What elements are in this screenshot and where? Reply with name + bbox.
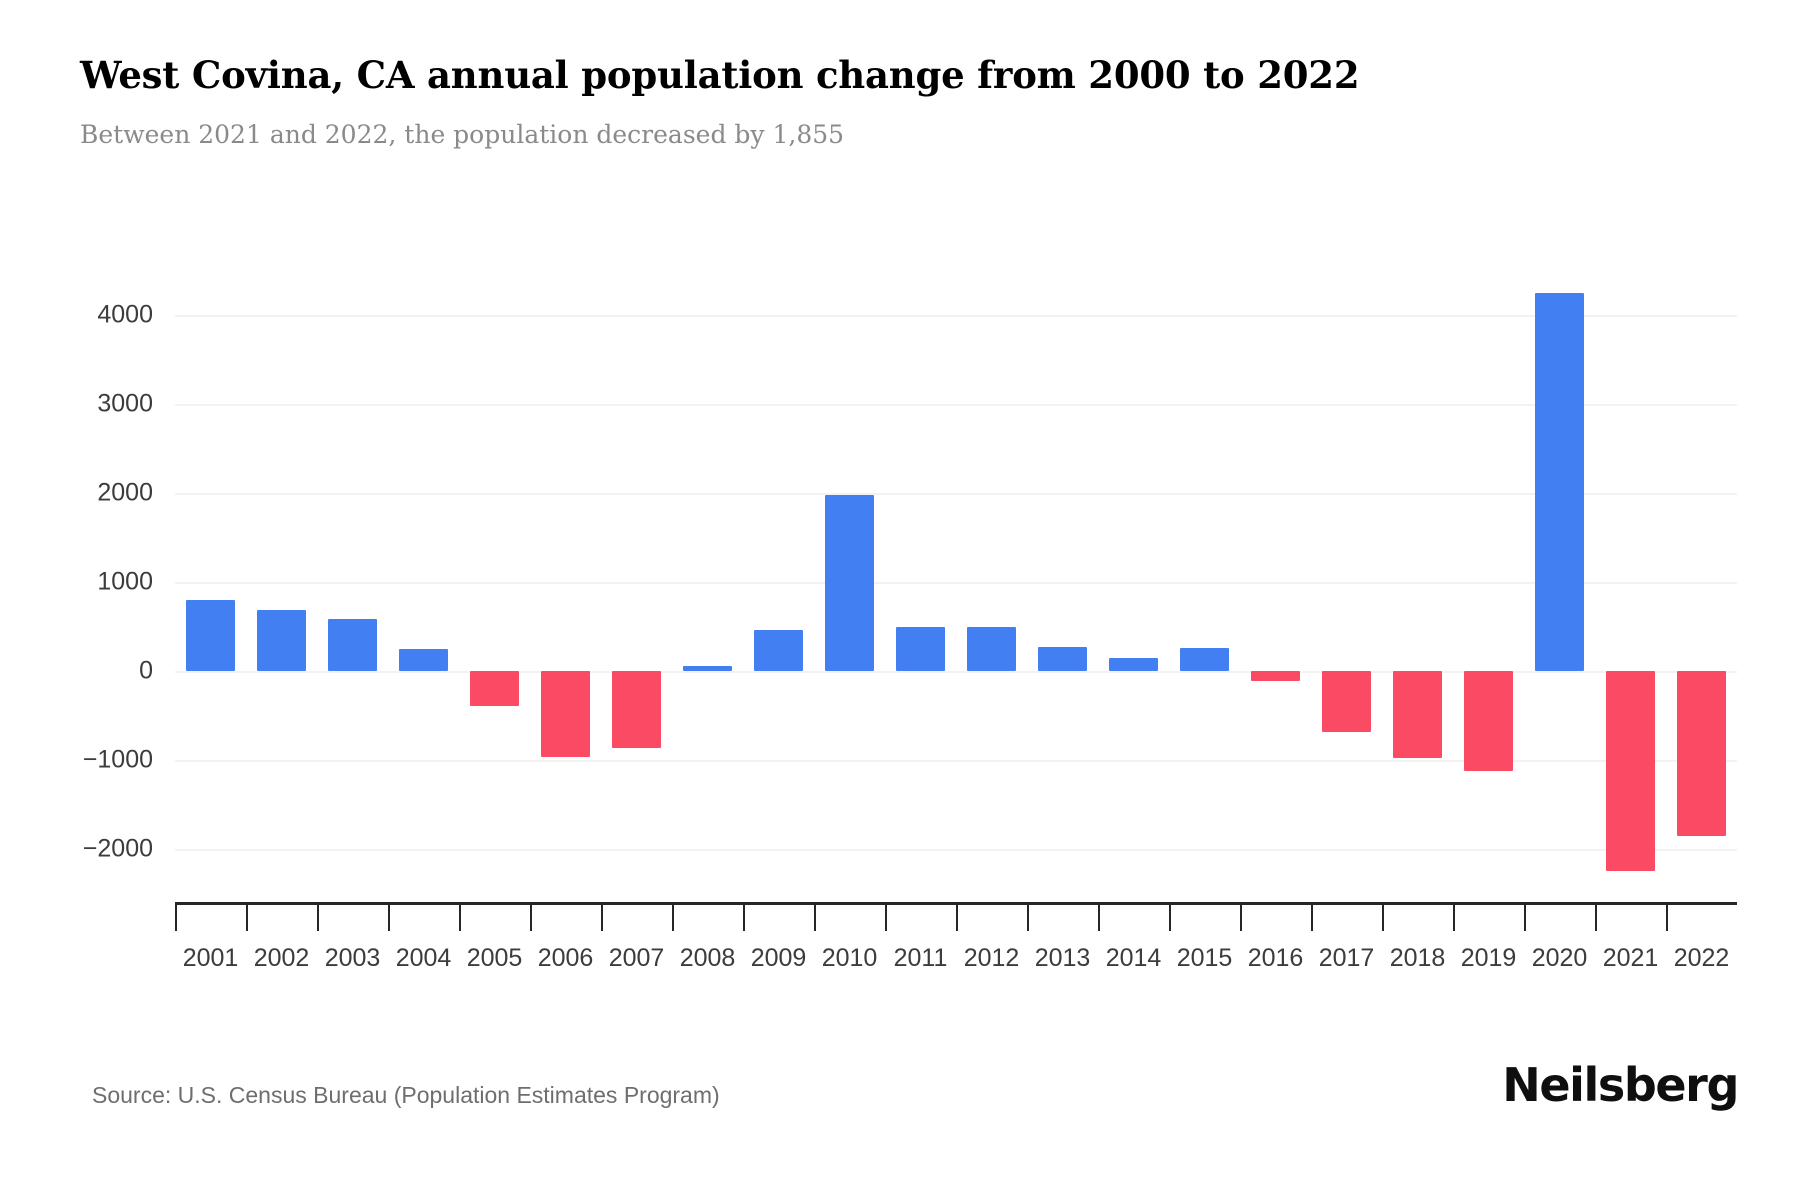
y-axis-tick-label: 0 [139, 656, 153, 685]
x-axis-line [175, 902, 1737, 905]
source-note: Source: U.S. Census Bureau (Population E… [92, 1082, 720, 1108]
bar-2013[interactable] [1037, 646, 1088, 671]
brand-logo: Neilsberg [1502, 1058, 1739, 1112]
x-axis-tick-label: 2009 [750, 944, 807, 972]
x-axis-tick [1027, 905, 1029, 931]
x-axis-tick-label: 2007 [608, 944, 665, 972]
y-axis-tick-label: 3000 [97, 389, 153, 418]
bar-2017[interactable] [1321, 670, 1372, 733]
bar-2020[interactable] [1534, 293, 1585, 671]
x-axis-tick-label: 2012 [963, 944, 1020, 972]
x-axis-tick-label: 2010 [821, 944, 878, 972]
bar-2021[interactable] [1605, 670, 1656, 871]
gridline [175, 493, 1737, 496]
plot-area [175, 262, 1737, 902]
x-axis-tick-label: 2001 [182, 944, 239, 972]
x-axis-tick [743, 905, 745, 931]
bar-2022[interactable] [1676, 670, 1727, 836]
x-axis-tick-label: 2020 [1531, 944, 1588, 972]
bar-2007[interactable] [611, 670, 662, 749]
x-axis-tick [814, 905, 816, 931]
bar-series [175, 262, 1737, 902]
x-axis-tick-label: 2019 [1460, 944, 1517, 972]
x-axis-tick-label: 2013 [1034, 944, 1091, 972]
x-axis-tick-label: 2008 [679, 944, 736, 972]
bar-2002[interactable] [256, 609, 307, 671]
x-axis-tick-label: 2011 [893, 944, 948, 972]
x-axis-tick [459, 905, 461, 931]
page-title: West Covina, CA annual population change… [80, 53, 1360, 97]
y-axis-tick-label: −2000 [82, 834, 153, 863]
gridline [175, 404, 1737, 407]
gridline [175, 848, 1737, 851]
y-axis-tick-label: 2000 [97, 478, 153, 507]
x-axis-tick [672, 905, 674, 931]
x-axis-tick [1382, 905, 1384, 931]
x-axis-tick [530, 905, 532, 931]
bar-2019[interactable] [1463, 670, 1514, 772]
bar-2004[interactable] [398, 648, 449, 671]
x-axis-tick [956, 905, 958, 931]
bar-2014[interactable] [1108, 657, 1159, 671]
gridline [175, 315, 1737, 318]
x-axis-tick [1240, 905, 1242, 931]
bar-2011[interactable] [895, 627, 946, 671]
y-axis-tick-label: 1000 [97, 567, 153, 596]
y-axis-tick-label: −1000 [82, 745, 153, 774]
x-axis-tick-label: 2004 [395, 944, 452, 972]
bar-2009[interactable] [753, 630, 804, 671]
x-axis-tick-label: 2021 [1602, 944, 1659, 972]
y-axis-tick-label: 4000 [97, 300, 153, 329]
bar-2003[interactable] [327, 619, 378, 671]
x-axis-tick [1098, 905, 1100, 931]
bar-2008[interactable] [682, 665, 733, 671]
x-axis-tick [885, 905, 887, 931]
x-axis-tick [1524, 905, 1526, 931]
x-axis-tick-label: 2017 [1318, 944, 1375, 972]
zero-gridline [175, 670, 1737, 673]
bar-2006[interactable] [540, 670, 591, 758]
x-axis-tick-label: 2003 [324, 944, 381, 972]
bar-2016[interactable] [1250, 670, 1301, 681]
x-axis-tick [246, 905, 248, 931]
x-axis-tick [1453, 905, 1455, 931]
bar-2012[interactable] [966, 627, 1017, 671]
x-axis-tick [1311, 905, 1313, 931]
x-axis-tick-label: 2018 [1389, 944, 1446, 972]
bar-2001[interactable] [185, 599, 236, 671]
x-axis-tick-label: 2014 [1105, 944, 1162, 972]
x-axis-tick [317, 905, 319, 931]
x-axis-tick [1595, 905, 1597, 931]
gridline [175, 582, 1737, 584]
x-axis-tick [601, 905, 603, 931]
bar-2010[interactable] [824, 494, 875, 671]
x-axis-tick [1666, 905, 1668, 931]
x-axis-tick-label: 2006 [537, 944, 594, 972]
x-axis-tick-label: 2005 [466, 944, 523, 972]
x-axis-tick [388, 905, 390, 931]
x-axis-tick-label: 2022 [1673, 944, 1730, 972]
x-axis-tick-label: 2015 [1176, 944, 1233, 972]
x-axis-tick-label: 2002 [253, 944, 310, 972]
x-axis-tick-label: 2016 [1247, 944, 1304, 972]
x-axis-tick [1169, 905, 1171, 931]
bar-2018[interactable] [1392, 670, 1443, 758]
chart-subtitle: Between 2021 and 2022, the population de… [80, 120, 845, 149]
gridline [175, 759, 1737, 762]
bar-2005[interactable] [469, 670, 520, 706]
x-axis-tick [175, 905, 177, 931]
bar-2015[interactable] [1179, 647, 1230, 671]
